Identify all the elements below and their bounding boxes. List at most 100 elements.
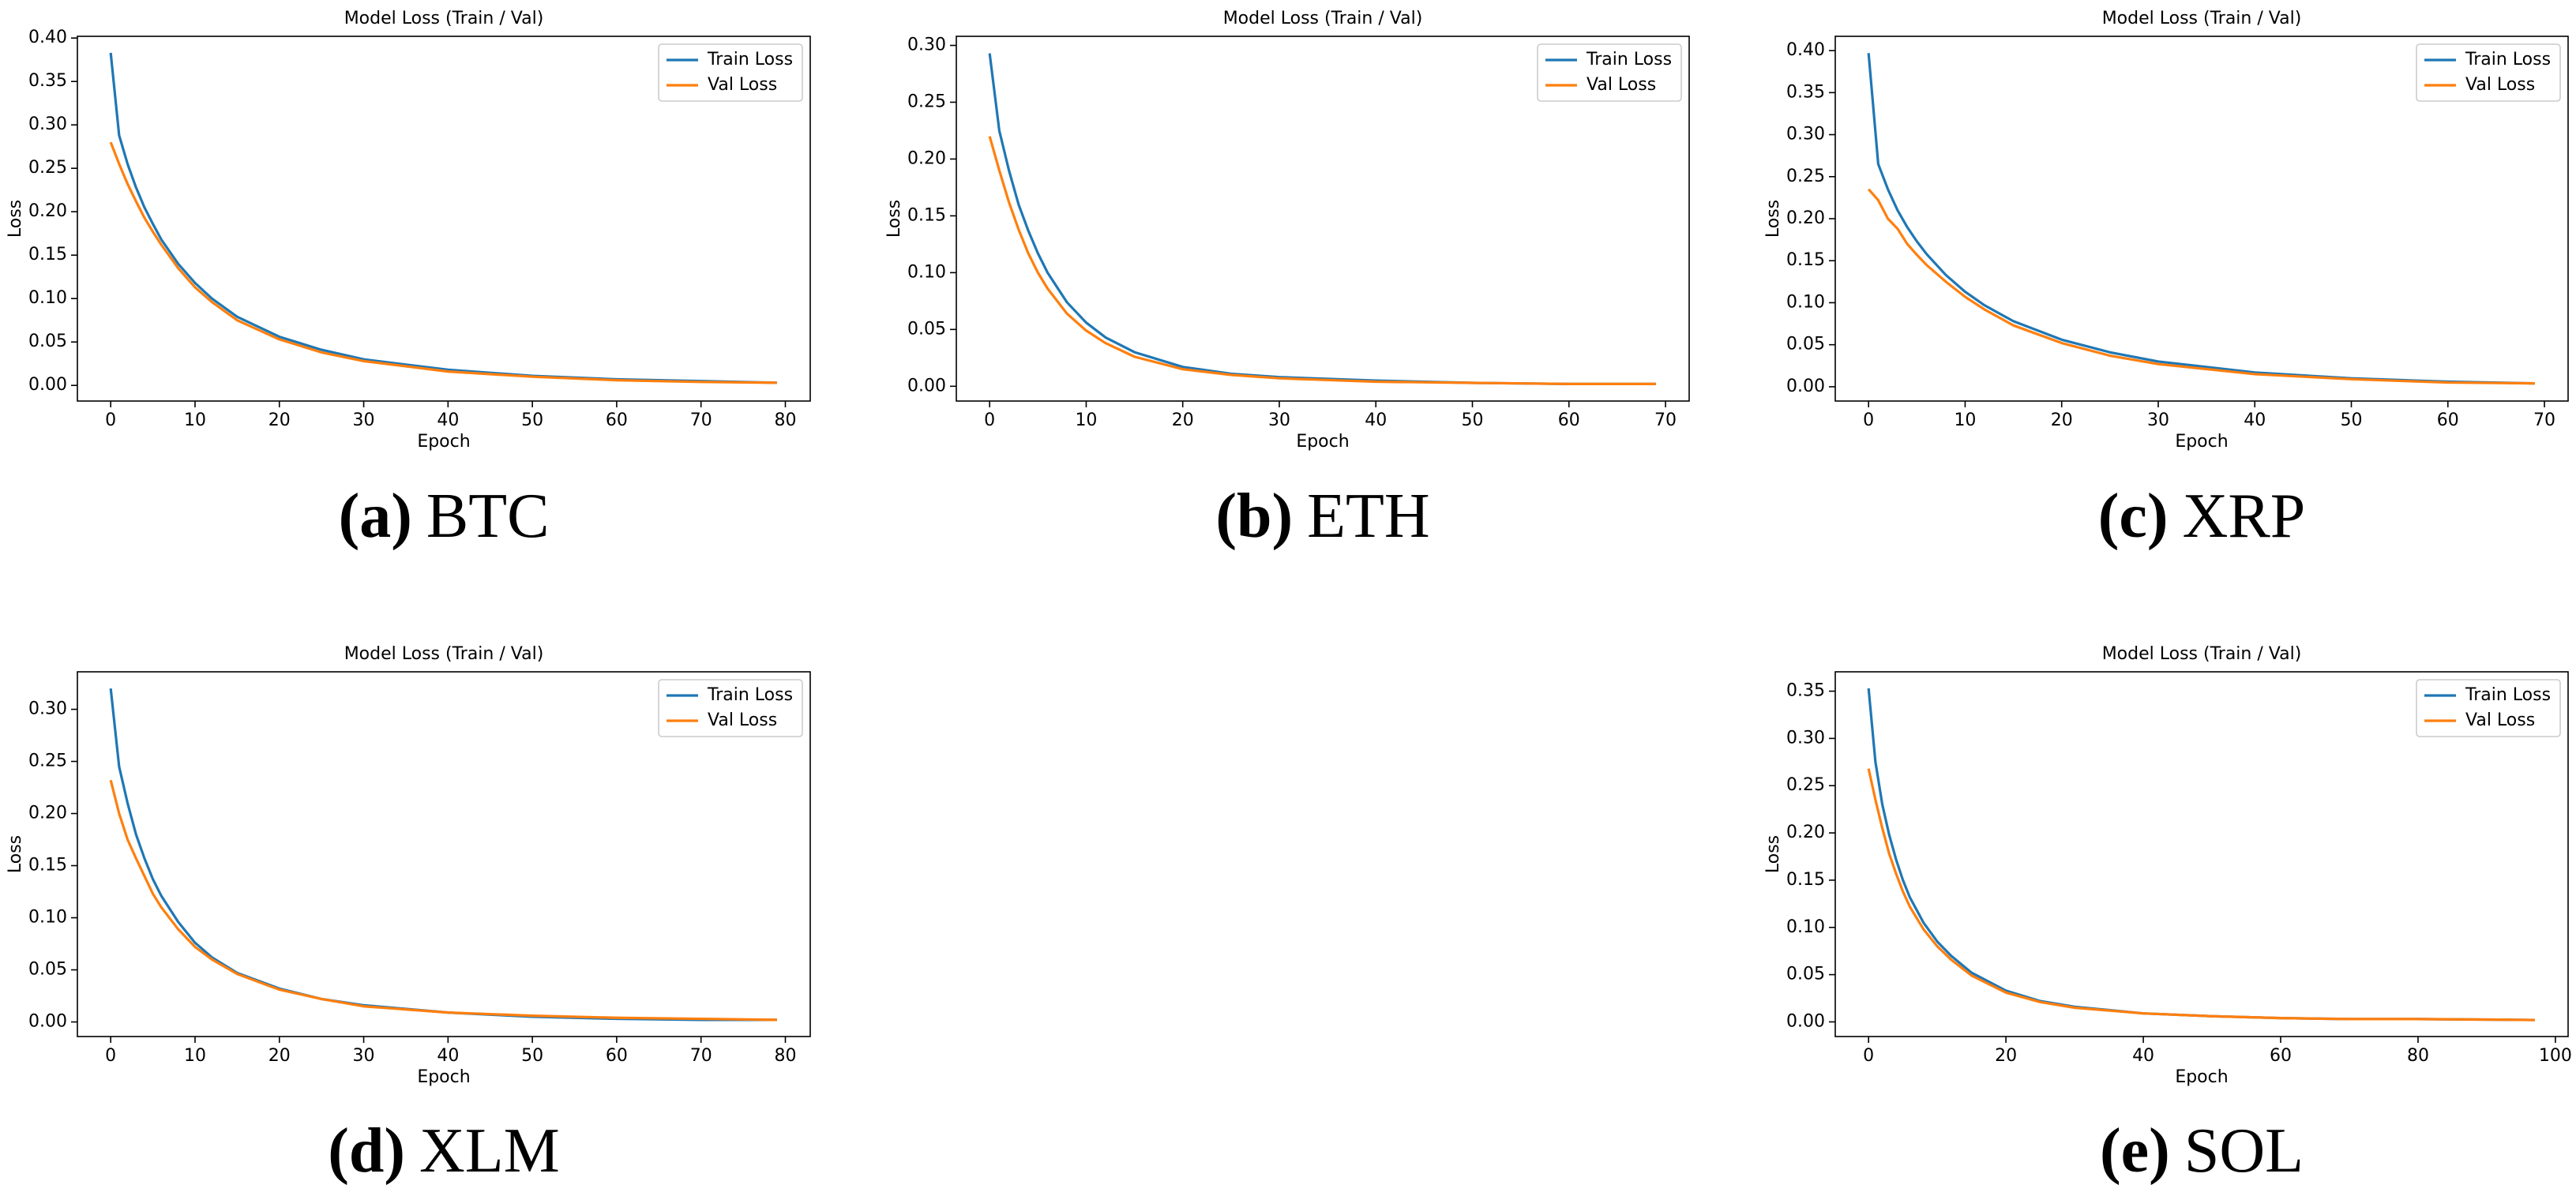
y-tick-label: 0.05 xyxy=(1786,965,1825,984)
y-tick-label: 0.35 xyxy=(1786,681,1825,701)
x-tick-label: 0 xyxy=(105,411,116,430)
legend-label: Val Loss xyxy=(2465,710,2535,730)
y-tick-label: 0.25 xyxy=(907,92,946,111)
y-tick-label: 0.30 xyxy=(28,114,67,134)
x-tick-label: 20 xyxy=(268,411,291,430)
legend-label: Train Loss xyxy=(707,50,793,69)
x-tick-label: 70 xyxy=(690,1046,712,1066)
x-tick-label: 20 xyxy=(2051,411,2073,430)
x-tick-label: 60 xyxy=(2270,1046,2292,1066)
loss-line xyxy=(109,141,777,384)
y-tick-label: 0.25 xyxy=(28,752,67,771)
y-tick-label: 0.25 xyxy=(1786,775,1825,795)
y-tick-label: 0.00 xyxy=(28,375,67,395)
y-tick-label: 0.30 xyxy=(28,699,67,719)
x-tick-label: 40 xyxy=(437,1046,459,1066)
caption: (c) XRP xyxy=(2098,482,2305,551)
y-tick-label: 0.35 xyxy=(1786,82,1825,102)
chart-title: Model Loss (Train / Val) xyxy=(2102,644,2302,664)
y-axis-label: Loss xyxy=(884,200,904,238)
caption-name: SOL xyxy=(2184,1116,2304,1186)
chart-title: Model Loss (Train / Val) xyxy=(344,9,544,28)
y-tick-label: 0.10 xyxy=(1786,917,1825,937)
y-axis-label: Loss xyxy=(6,835,25,873)
x-axis-label: Epoch xyxy=(2175,1067,2228,1087)
x-tick-label: 60 xyxy=(2437,411,2459,430)
x-tick-label: 50 xyxy=(1462,411,1484,430)
x-tick-label: 30 xyxy=(353,411,375,430)
x-tick-label: 80 xyxy=(774,411,796,430)
x-tick-label: 50 xyxy=(2341,411,2363,430)
caption-name: XRP xyxy=(2183,482,2306,551)
x-tick-label: 10 xyxy=(184,1046,206,1066)
y-tick-label: 0.40 xyxy=(28,28,67,47)
x-tick-label: 40 xyxy=(437,411,459,430)
x-tick-label: 10 xyxy=(1954,411,1976,430)
panel: Model Loss (Train / Val) 0.00 0.05 0.10 0.15… xyxy=(1763,9,2569,551)
y-tick-label: 0.00 xyxy=(1786,1011,1825,1031)
y-tick-label: 0.10 xyxy=(28,288,67,308)
caption: (a) BTC xyxy=(339,482,550,551)
y-tick-label: 0.30 xyxy=(907,36,946,55)
legend-box xyxy=(1537,43,1682,102)
y-tick-label: 0.20 xyxy=(28,804,67,823)
legend-label: Train Loss xyxy=(1586,50,1672,69)
x-tick-label: 20 xyxy=(1172,411,1194,430)
caption-name: XLM xyxy=(419,1116,560,1186)
y-tick-label: 0.30 xyxy=(1786,125,1825,144)
legend-box xyxy=(2416,43,2561,102)
x-tick-label: 10 xyxy=(1075,411,1097,430)
x-tick-label: 30 xyxy=(2147,411,2169,430)
y-tick-label: 0.10 xyxy=(28,908,67,928)
legend-label: Val Loss xyxy=(2465,75,2535,95)
x-tick-label: 100 xyxy=(2539,1046,2572,1066)
y-axis-label: Loss xyxy=(6,200,25,238)
y-axis-label: Loss xyxy=(1763,200,1783,238)
caption-label: (b) xyxy=(1215,482,1293,551)
x-tick-label: 80 xyxy=(2407,1046,2429,1066)
legend-box xyxy=(658,679,803,737)
y-tick-label: 0.25 xyxy=(1786,167,1825,186)
loss-line xyxy=(109,688,777,1022)
y-tick-label: 0.05 xyxy=(1786,335,1825,354)
y-tick-label: 0.15 xyxy=(1786,870,1825,890)
y-tick-label: 0.05 xyxy=(907,319,946,339)
caption-label: (e) xyxy=(2100,1116,2170,1186)
legend-label: Train Loss xyxy=(2465,50,2551,69)
loss-line xyxy=(1867,768,2535,1022)
x-tick-label: 50 xyxy=(521,411,543,430)
caption-name: BTC xyxy=(426,482,550,551)
axes-frame xyxy=(77,671,811,1037)
y-axis-label: Loss xyxy=(1763,835,1783,873)
y-tick-label: 0.00 xyxy=(1786,377,1825,396)
y-tick-label: 0.15 xyxy=(1786,250,1825,270)
y-tick-label: 0.20 xyxy=(907,148,946,168)
caption: (d) XLM xyxy=(328,1116,560,1186)
x-tick-label: 40 xyxy=(2132,1046,2154,1066)
legend-box xyxy=(658,43,803,102)
y-tick-label: 0.15 xyxy=(907,205,946,225)
legend-label: Train Loss xyxy=(707,685,793,705)
caption: (b) ETH xyxy=(1215,482,1429,551)
panel: Model Loss (Train / Val) 0.00 0.05 0.10 0.15… xyxy=(6,9,811,551)
x-tick-label: 0 xyxy=(1863,1046,1874,1066)
y-tick-label: 0.30 xyxy=(1786,728,1825,748)
caption-label: (c) xyxy=(2098,482,2169,551)
x-tick-label: 0 xyxy=(984,411,995,430)
panel: Model Loss (Train / Val) 0.00 0.05 0.10 0.15… xyxy=(6,644,811,1186)
x-tick-label: 60 xyxy=(606,411,628,430)
loss-line xyxy=(1867,53,2535,385)
x-tick-label: 70 xyxy=(2533,411,2555,430)
x-tick-label: 20 xyxy=(1995,1046,2017,1066)
x-axis-label: Epoch xyxy=(2175,432,2228,452)
x-tick-label: 40 xyxy=(2244,411,2266,430)
y-tick-label: 0.00 xyxy=(907,376,946,396)
y-tick-label: 0.15 xyxy=(28,245,67,264)
x-tick-label: 80 xyxy=(774,1046,796,1066)
caption-label: (a) xyxy=(339,482,412,551)
y-tick-label: 0.20 xyxy=(1786,823,1825,842)
x-tick-label: 70 xyxy=(1654,411,1677,430)
x-tick-label: 60 xyxy=(1558,411,1580,430)
